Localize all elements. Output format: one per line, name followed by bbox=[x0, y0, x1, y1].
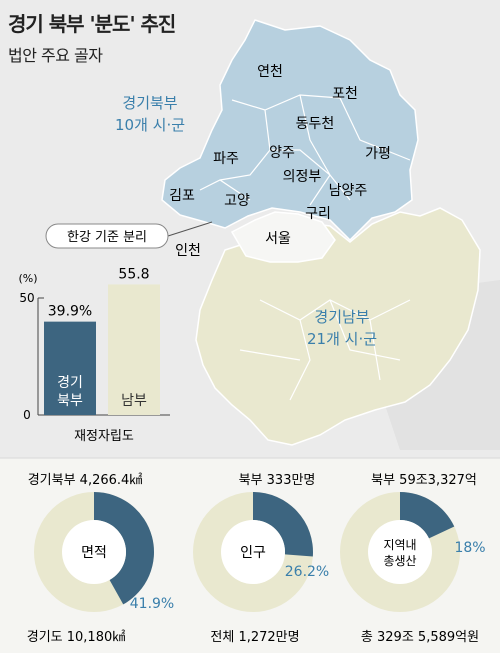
area-donut-chart: 경기북부 4,266.4㎢ 경기도 10,180㎢ 면적 41.9% bbox=[27, 473, 174, 645]
place-namyangju: 남양주 bbox=[329, 183, 368, 199]
bar-ytick-0: 0 bbox=[23, 408, 31, 422]
place-uijeongbu: 의정부 bbox=[283, 169, 322, 185]
area-top-label: 경기북부 4,266.4㎢ bbox=[28, 473, 143, 488]
place-pocheon: 포천 bbox=[332, 86, 358, 102]
bar-category-label-1-0: 남부 bbox=[121, 393, 147, 409]
place-seoul: 서울 bbox=[265, 231, 291, 247]
place-yeoncheon: 연천 bbox=[257, 64, 283, 80]
bar-value-label-0: 39.9% bbox=[48, 304, 92, 320]
area-bottom-label: 경기도 10,180㎢ bbox=[27, 630, 126, 645]
grdp-bottom-label: 총 329조 5,589억원 bbox=[361, 630, 479, 645]
grdp-donut-north-slice bbox=[400, 492, 455, 539]
bar-1 bbox=[108, 284, 160, 415]
north-region-label: 경기북부 bbox=[122, 94, 177, 112]
area-share-label: 41.9% bbox=[130, 596, 174, 612]
grdp-donut-chart: 북부 59조3,327억 총 329조 5,589억원 지역내 총생산 18% bbox=[361, 473, 486, 645]
south-region-label: 경기남부 bbox=[314, 308, 369, 326]
bar-category-label-0-1: 북부 bbox=[57, 393, 83, 409]
area-donut-hole bbox=[62, 520, 126, 584]
chart-title: 경기 북부 '분도' 추진 bbox=[8, 12, 176, 36]
population-share-label: 26.2% bbox=[285, 564, 329, 580]
bar-xlabel: 재정자립도 bbox=[74, 429, 134, 444]
bar-0 bbox=[44, 321, 96, 415]
place-gimpo: 김포 bbox=[169, 188, 195, 204]
south-region-count: 21개 시·군 bbox=[307, 330, 377, 348]
bar-ylabel: (%) bbox=[18, 272, 37, 285]
han-river-callout: 한강 기준 분리 bbox=[45, 221, 213, 249]
population-top-label: 북부 333만명 bbox=[239, 473, 316, 488]
place-guri: 구리 bbox=[305, 206, 331, 222]
seoul-region bbox=[230, 211, 336, 263]
grdp-top-label: 북부 59조3,327억 bbox=[371, 473, 477, 488]
bar-category-label-0-0: 경기 bbox=[57, 375, 83, 391]
place-dongducheon: 동두천 bbox=[296, 116, 335, 132]
north-gyeonggi-map bbox=[161, 19, 419, 242]
grdp-center-label-line2: 총생산 bbox=[383, 554, 416, 568]
population-donut-chart: 북부 333만명 전체 1,272만명 인구 26.2% bbox=[210, 473, 329, 645]
north-region-count: 10개 시·군 bbox=[115, 116, 185, 134]
area-center-label: 면적 bbox=[81, 545, 107, 561]
population-bottom-label: 전체 1,272만명 bbox=[210, 630, 299, 645]
south-gyeonggi-map bbox=[195, 207, 481, 446]
chart-subtitle: 법안 주요 골자 bbox=[8, 46, 103, 65]
area-donut-north-slice bbox=[94, 492, 155, 605]
fiscal-independence-bar-chart: (%) 50 0 재정자립도 39.9% 경기북부 55.8 남부 bbox=[18, 266, 170, 444]
north-internal-borders bbox=[199, 94, 411, 206]
population-donut-hole bbox=[221, 520, 285, 584]
place-incheon: 인천 bbox=[175, 243, 201, 259]
population-center-label: 인구 bbox=[240, 545, 266, 561]
south-internal-borders bbox=[239, 299, 411, 401]
grdp-center-label-line1: 지역내 bbox=[383, 538, 416, 552]
grdp-share-label: 18% bbox=[454, 540, 485, 556]
grdp-donut-hole bbox=[368, 520, 432, 584]
place-paju: 파주 bbox=[213, 151, 239, 167]
place-gapyeong: 가평 bbox=[365, 146, 391, 162]
bar-ytick-50: 50 bbox=[19, 291, 34, 305]
place-goyang: 고양 bbox=[224, 193, 250, 209]
place-yangju: 양주 bbox=[269, 145, 295, 161]
bar-value-label-1: 55.8 bbox=[118, 266, 149, 282]
population-donut-north-slice bbox=[253, 492, 313, 557]
callout-text: 한강 기준 분리 bbox=[67, 230, 147, 245]
